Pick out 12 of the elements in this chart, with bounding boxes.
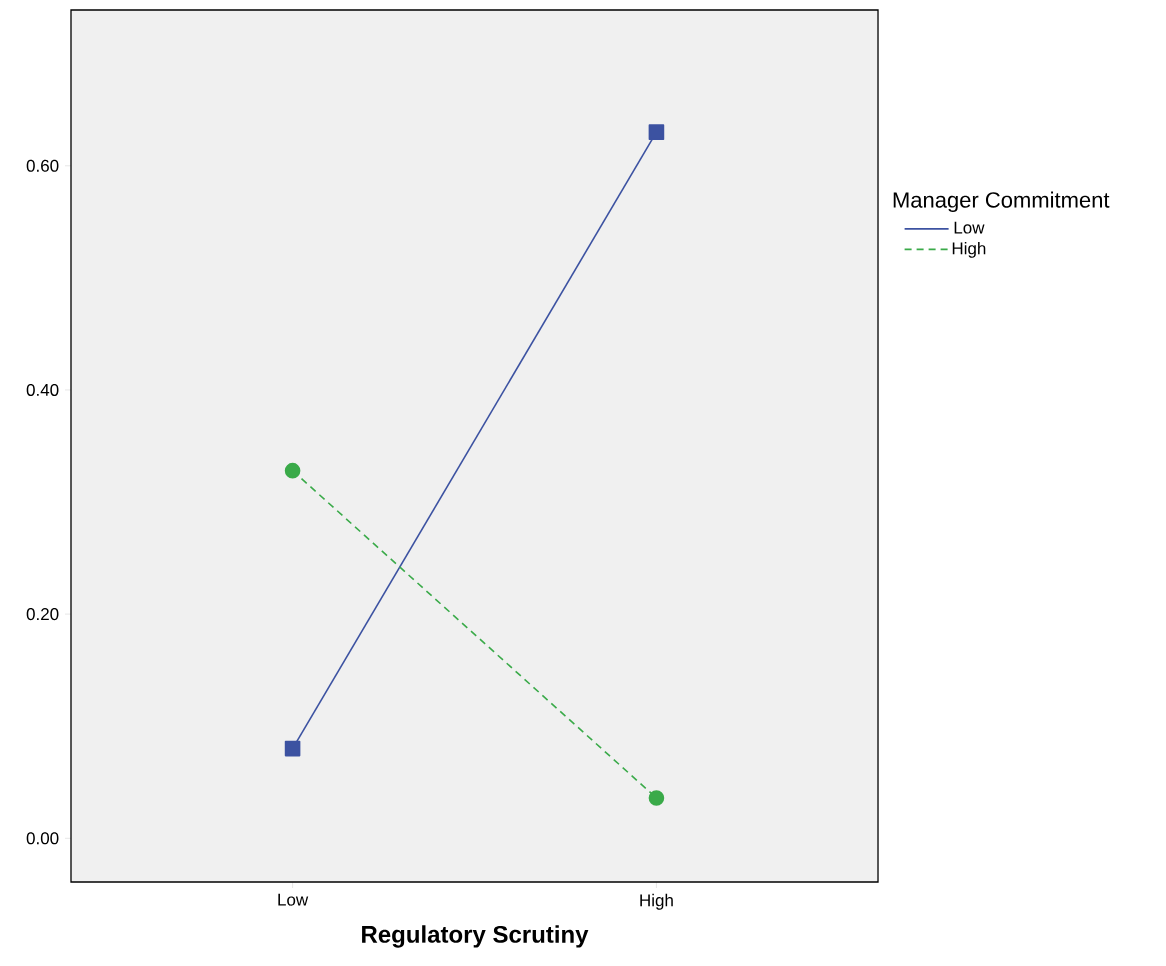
y-tick-label: 0.60	[26, 159, 59, 172]
x-axis-title: Regulatory Scrutiny	[362, 925, 589, 948]
y-tick-label: 0.40	[26, 383, 59, 396]
legend-title: Manager Commitment	[893, 191, 1110, 213]
y-tick-label: 0.00	[26, 832, 59, 845]
legend-label: High	[952, 241, 986, 258]
point	[648, 124, 665, 140]
point	[648, 790, 665, 806]
legend-label: Low	[954, 221, 985, 234]
y-tick-label: 0.20	[26, 608, 59, 621]
point	[284, 740, 301, 757]
point	[284, 462, 301, 479]
